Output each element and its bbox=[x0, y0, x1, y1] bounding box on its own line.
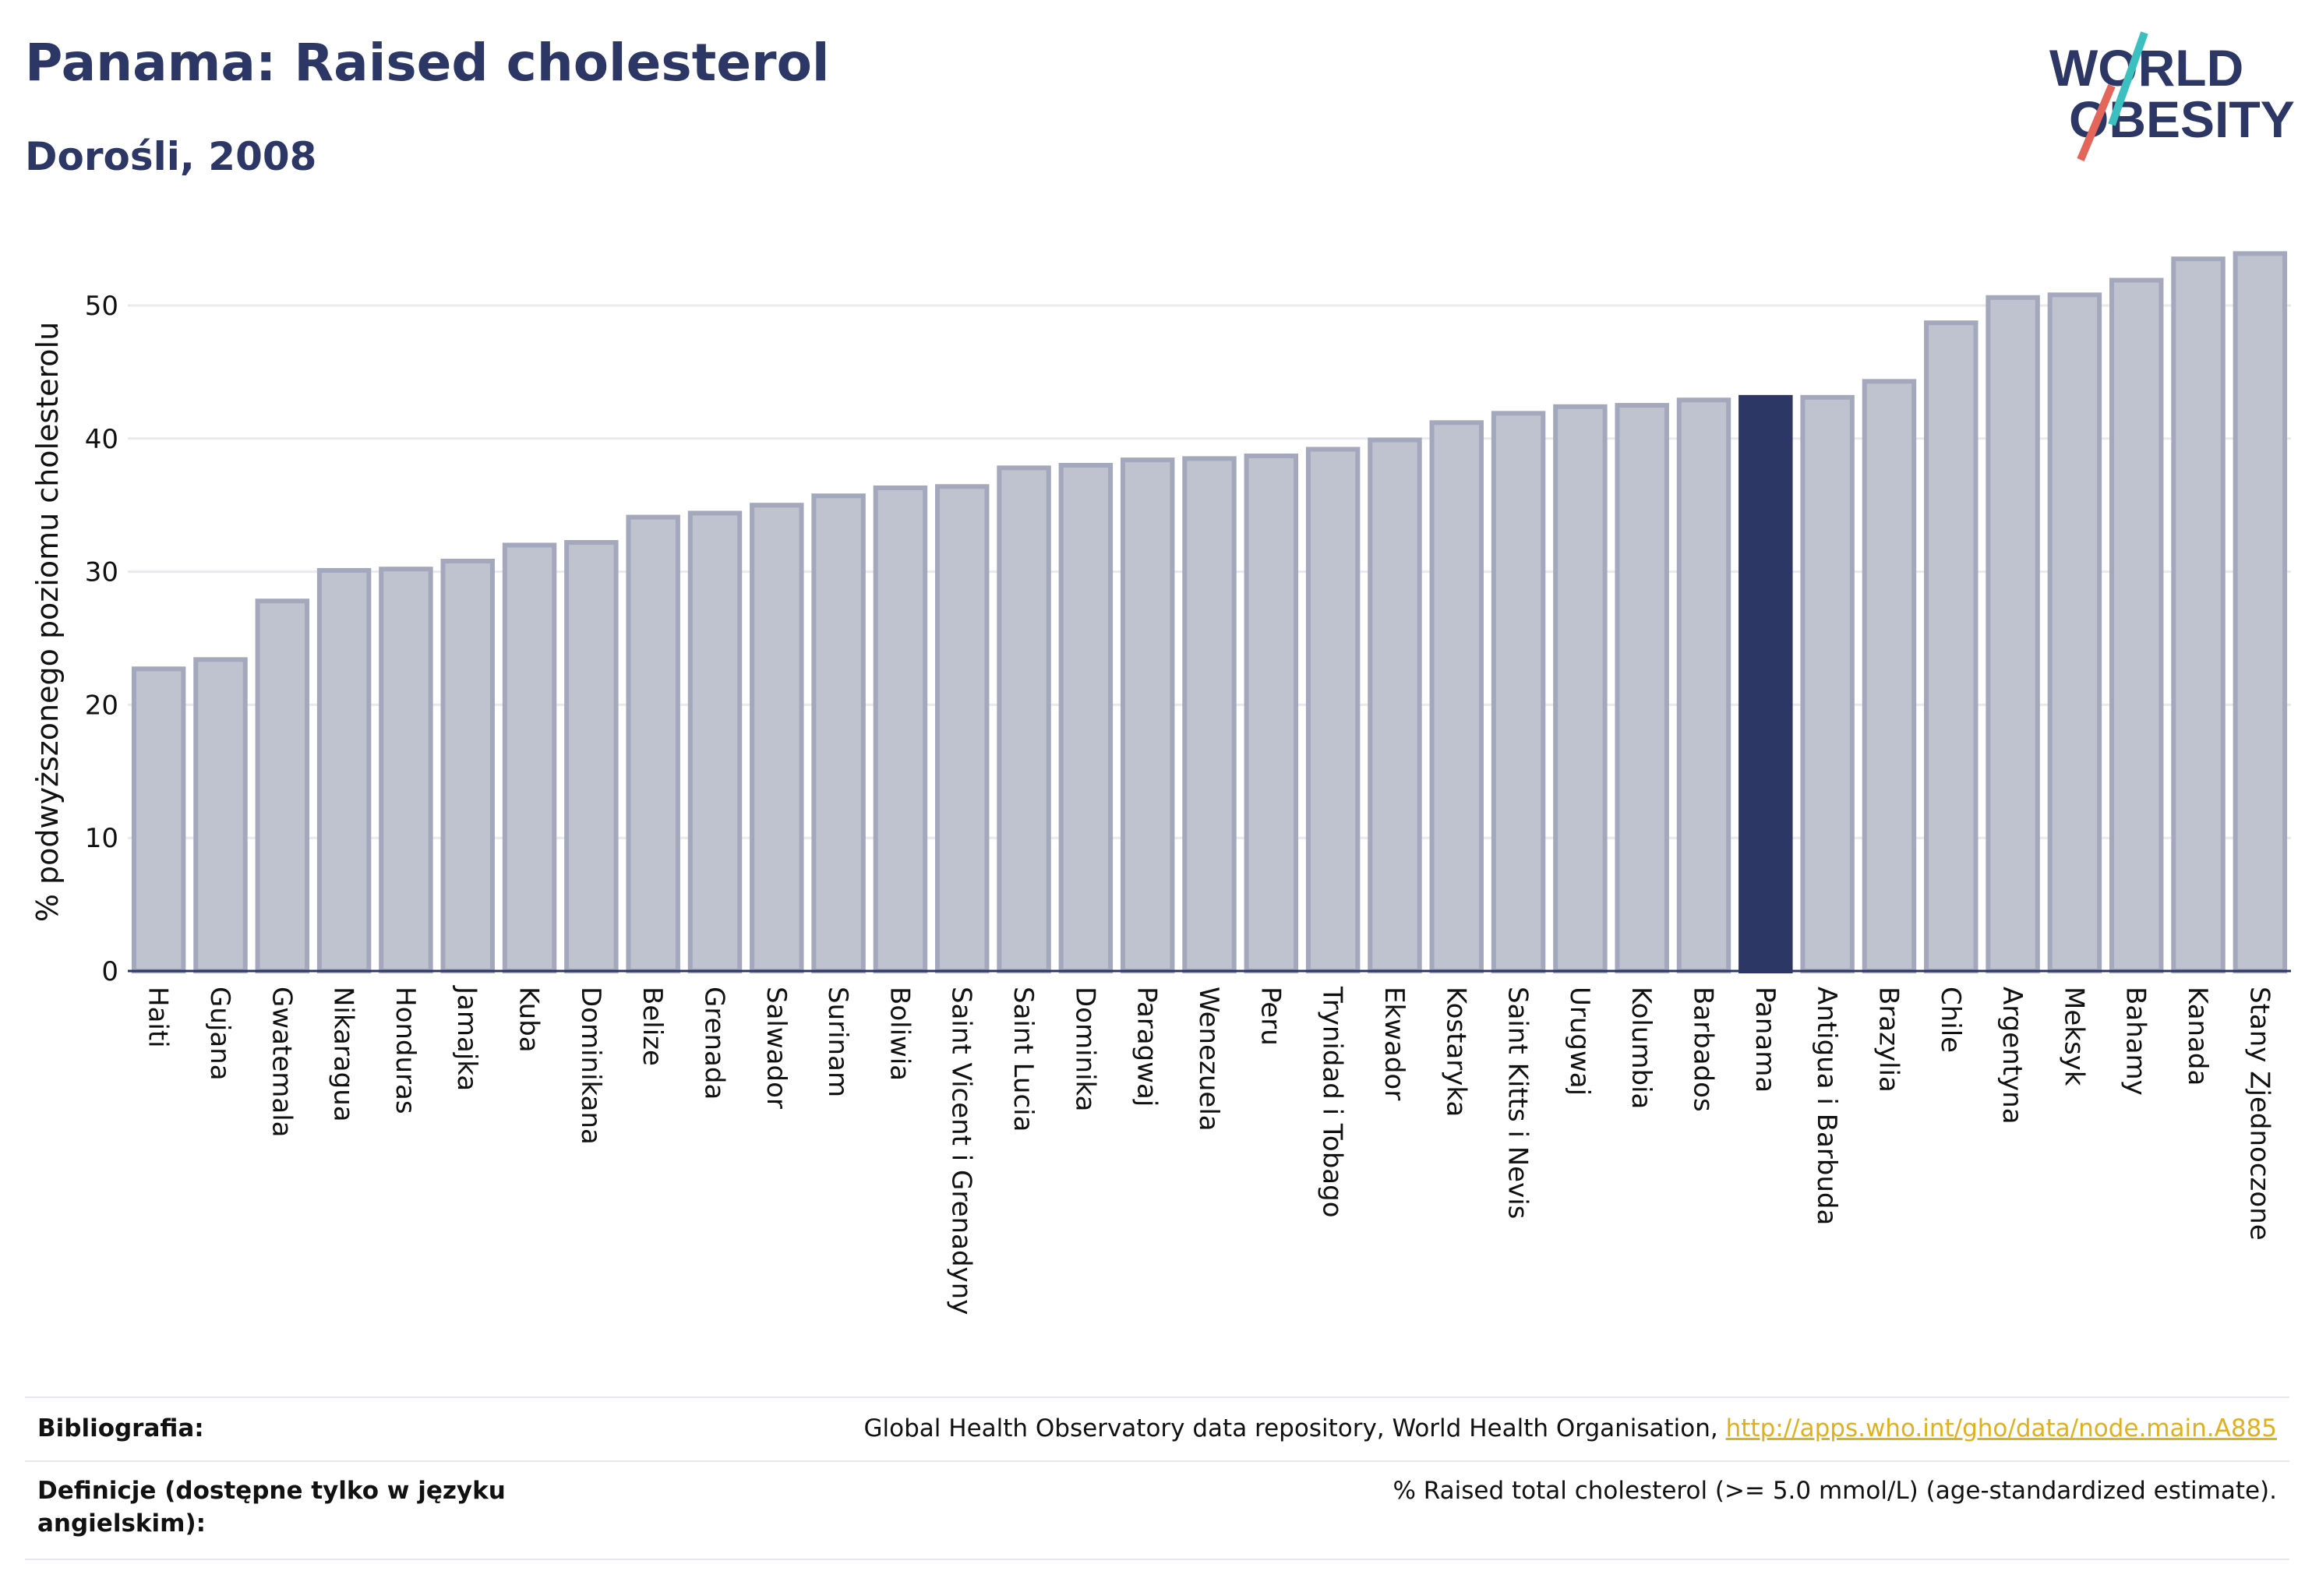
x-tick-label: Barbados bbox=[1688, 987, 1719, 1112]
x-tick-label: Kuba bbox=[514, 987, 545, 1053]
y-tick-label: 0 bbox=[101, 956, 118, 987]
x-tick-label: Argentyna bbox=[1996, 987, 2028, 1125]
x-tick-label: Honduras bbox=[390, 987, 421, 1114]
bar bbox=[2109, 277, 2164, 974]
x-tick-label: Stany Zjednoczone bbox=[2243, 987, 2275, 1241]
bar bbox=[502, 542, 557, 973]
bar bbox=[1676, 397, 1731, 973]
x-tick-label: Kostaryka bbox=[1440, 987, 1471, 1117]
definitions-value: % Raised total cholesterol (>= 5.0 mmol/… bbox=[1393, 1477, 2277, 1505]
bar bbox=[750, 503, 804, 973]
logo-slash-teal bbox=[2108, 31, 2148, 126]
bar bbox=[1800, 394, 1855, 973]
y-tick-label: 30 bbox=[85, 557, 118, 588]
bar bbox=[440, 558, 495, 973]
bar bbox=[873, 485, 928, 973]
x-tick-label: Trynidad i Tobago bbox=[1317, 986, 1348, 1218]
x-tick-label: Jamajka bbox=[451, 985, 482, 1091]
world-obesity-logo: WORLD OBESITY bbox=[2049, 31, 2295, 161]
y-tick-label: 40 bbox=[85, 424, 118, 455]
definitions-label: Definicje (dostępne tylko w języku angie… bbox=[37, 1477, 506, 1538]
bar bbox=[2171, 256, 2226, 974]
bar bbox=[2047, 292, 2102, 973]
bar bbox=[193, 657, 248, 973]
bar bbox=[1738, 394, 1793, 973]
logo-slash-red bbox=[2077, 84, 2116, 161]
bar bbox=[935, 484, 990, 973]
bar bbox=[1862, 379, 1917, 973]
x-tick-label: Gwatemala bbox=[266, 987, 297, 1137]
x-tick-label: Saint Kitts i Nevis bbox=[1502, 987, 1534, 1219]
bar bbox=[1553, 404, 1608, 973]
x-tick-label: Gujana bbox=[204, 987, 235, 1081]
x-tick-label: Grenada bbox=[698, 987, 729, 1100]
bar bbox=[1986, 295, 2040, 973]
x-tick-label: Meksyk bbox=[2058, 987, 2089, 1086]
bar bbox=[1368, 437, 1422, 973]
bar bbox=[1924, 320, 1978, 974]
bar bbox=[997, 465, 1051, 973]
x-tick-label: Chile bbox=[1935, 987, 1966, 1053]
bar bbox=[811, 493, 866, 973]
bar-chart: 0 10 20 30 40 50 Haiti Gujana Gwatemala Nikaragua… bbox=[30, 251, 2291, 1315]
y-tick-label: 20 bbox=[85, 690, 118, 721]
bar bbox=[687, 510, 743, 973]
x-tick-label: Bahamy bbox=[2120, 987, 2151, 1096]
bibliography-value: Global Health Observatory data repositor… bbox=[864, 1412, 2277, 1445]
bar bbox=[2233, 251, 2288, 973]
x-tick-label: Salwador bbox=[761, 987, 792, 1109]
x-tick-label: Paragwaj bbox=[1131, 987, 1163, 1107]
x-tick-label: Dominika bbox=[1069, 987, 1100, 1111]
bibliography-label: Bibliografia: bbox=[37, 1414, 204, 1442]
bibliography-row: Bibliografia: Global Health Observatory … bbox=[25, 1396, 2289, 1462]
x-tick-label: Nikaragua bbox=[328, 987, 359, 1122]
bar bbox=[1182, 456, 1237, 973]
chart-subtitle: Dorośli, 2008 bbox=[25, 134, 317, 179]
x-tick-label: Boliwia bbox=[884, 987, 915, 1081]
bar bbox=[1305, 447, 1361, 973]
bar bbox=[1491, 411, 1546, 973]
chart-title: Panama: Raised cholesterol bbox=[25, 33, 830, 93]
bar bbox=[626, 514, 680, 973]
x-tick-label: Saint Lucia bbox=[1008, 987, 1039, 1132]
x-tick-label: Brazylia bbox=[1873, 987, 1904, 1093]
x-tick-label: Surinam bbox=[822, 987, 853, 1097]
bar bbox=[1615, 403, 1669, 973]
bibliography-link[interactable]: http://apps.who.int/gho/data/node.main.A… bbox=[1725, 1414, 2277, 1442]
x-tick-label: Belize bbox=[637, 987, 668, 1066]
x-tick-label: Kolumbia bbox=[1626, 987, 1657, 1109]
x-tick-label: Antigua i Barbuda bbox=[1811, 987, 1842, 1225]
x-tick-label: Wenezuela bbox=[1193, 987, 1224, 1132]
bar bbox=[255, 598, 310, 974]
x-tick-label: Peru bbox=[1255, 987, 1286, 1046]
x-tick-label: Saint Vicent i Grenadyny bbox=[946, 987, 977, 1315]
x-tick-label: Dominikana bbox=[575, 987, 606, 1145]
bibliography-text: Global Health Observatory data repositor… bbox=[863, 1414, 1726, 1442]
x-tick-label: Ekwador bbox=[1378, 987, 1410, 1100]
y-tick-label: 50 bbox=[85, 291, 118, 322]
bar bbox=[131, 666, 186, 973]
bar bbox=[1120, 457, 1175, 973]
x-tick-label: Haiti bbox=[143, 987, 174, 1048]
x-tick-label: Panama bbox=[1749, 987, 1781, 1093]
bar bbox=[564, 540, 619, 973]
bar bbox=[1244, 454, 1299, 973]
bar bbox=[1429, 420, 1484, 973]
bar bbox=[379, 567, 433, 973]
y-tick-label: 10 bbox=[85, 823, 118, 854]
y-axis-label: % podwyższonego poziomu cholesterolu bbox=[30, 322, 65, 922]
definitions-row: Definicje (dostępne tylko w języku angie… bbox=[25, 1460, 2289, 1560]
x-tick-label: Urugwaj bbox=[1564, 987, 1595, 1096]
bar bbox=[1058, 462, 1114, 973]
bar bbox=[316, 567, 372, 973]
logo-line1: WORLD bbox=[2049, 39, 2243, 97]
x-tick-label: Kanada bbox=[2182, 987, 2213, 1086]
